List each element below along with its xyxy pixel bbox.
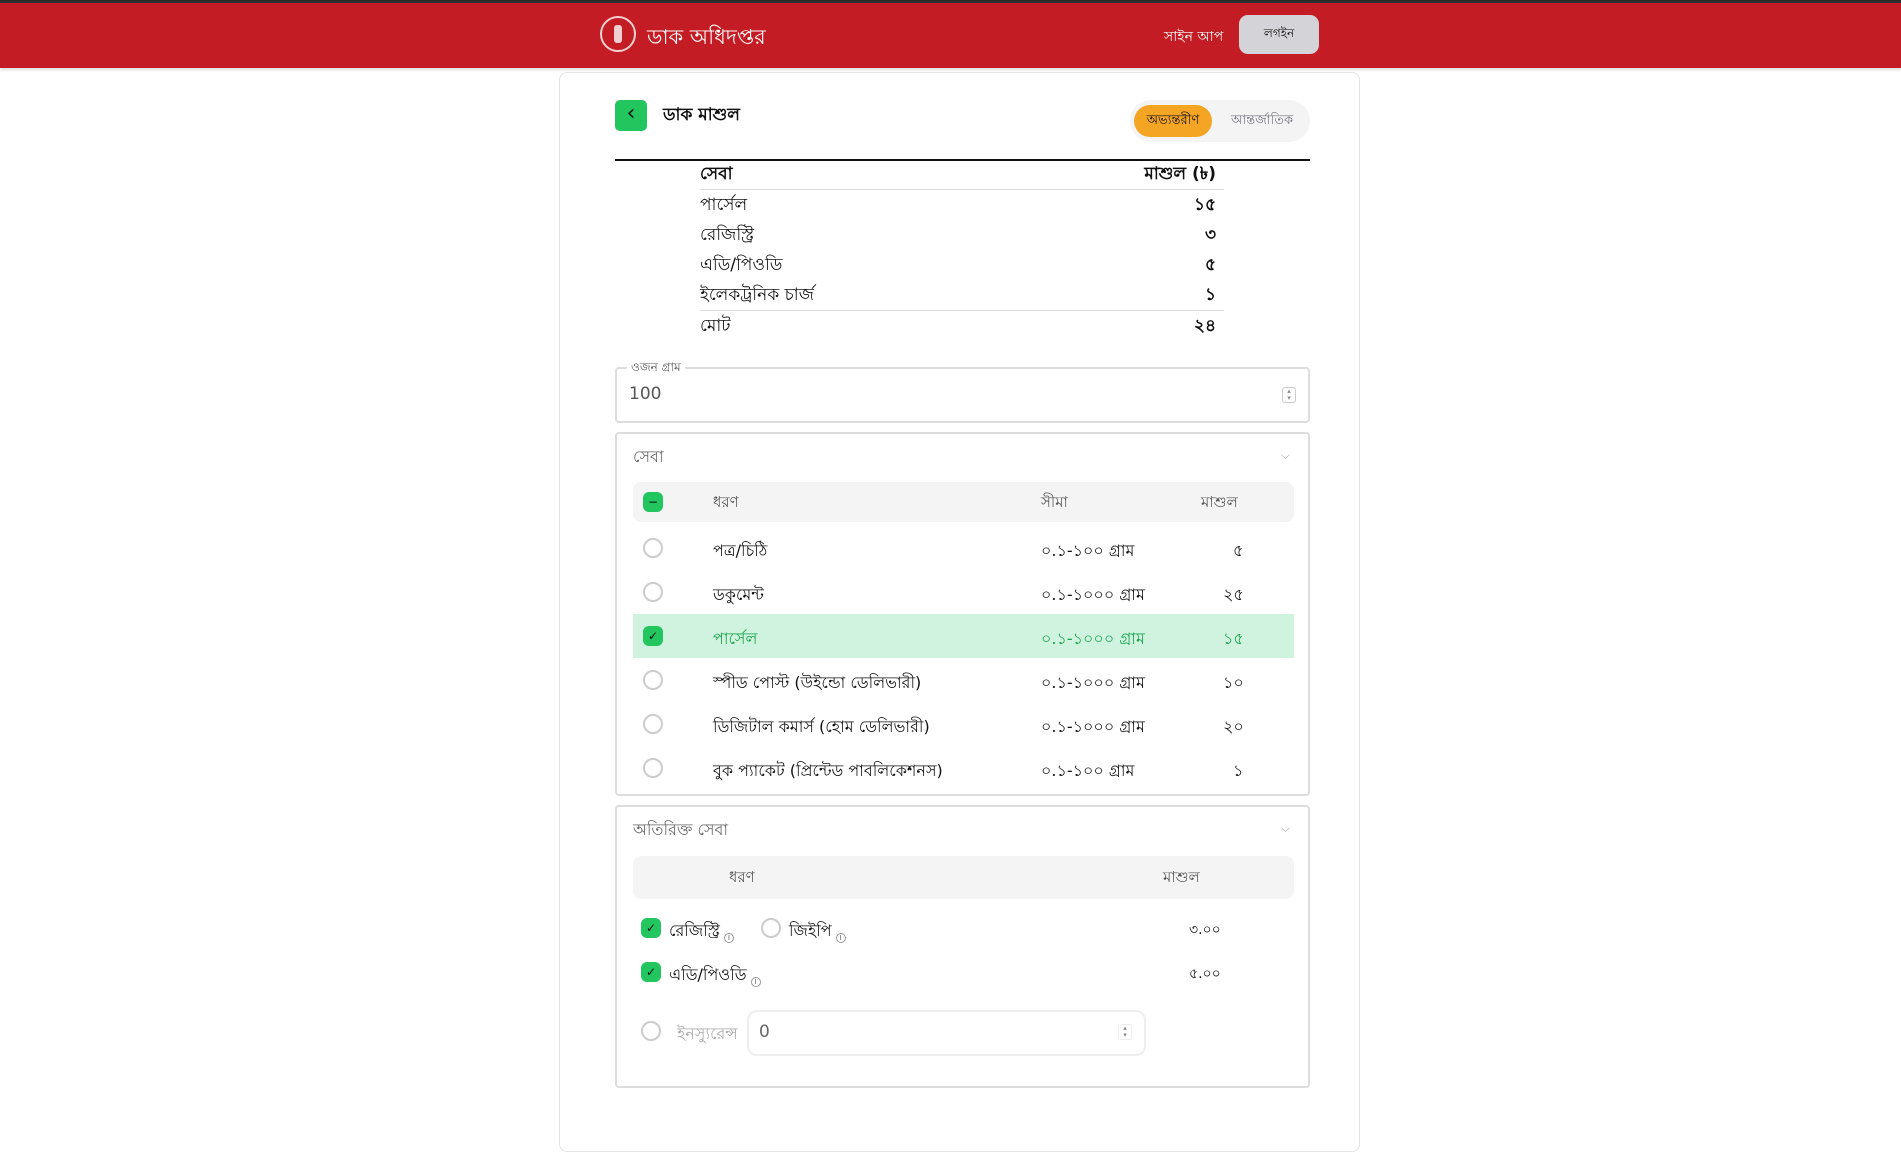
service-fee: ৫ (1233, 541, 1244, 560)
weight-label: ওজন গ্রাম (627, 359, 685, 379)
info-icon[interactable]: i (835, 933, 846, 943)
select-all-checkbox[interactable]: − (643, 492, 663, 512)
service-type: স্পীড পোস্ট (উইন্ডো ডেলিভারী) (713, 673, 922, 692)
services-table-header: − ধরণ সীমা মাশুল (633, 482, 1294, 522)
gep-checkbox[interactable] (761, 918, 781, 938)
check-icon[interactable]: ✓ (643, 626, 663, 646)
service-fee: ১ (1233, 761, 1244, 780)
chevron-left-icon: ‹ (626, 101, 636, 126)
service-row[interactable]: বুক প্যাকেট (প্রিন্টেড পাবলিকেশনস) ০.১-১০… (633, 746, 1294, 790)
registry-label: রেজিস্ট্রি i (669, 918, 734, 945)
adpod-label: এডি/পিওডি i (669, 962, 761, 989)
services-panel: সেবা ⌵ − ধরণ সীমা মাশুল পত্র/চিঠি ০.১-১০০… (615, 432, 1310, 796)
summary-label: রেজিস্ট্রি (700, 225, 755, 245)
top-border (0, 0, 1901, 3)
extra-title[interactable]: অতিরিক্ত সেবা (633, 820, 729, 839)
service-type: বুক প্যাকেট (প্রিন্টেড পাবলিকেশনস) (713, 761, 943, 780)
service-row[interactable]: ডিজিটাল কমার্স (হোম ডেলিভারী) ০.১-১০০০ গ্… (633, 702, 1294, 746)
service-type: ডকুমেন্ট (713, 585, 764, 604)
divider (615, 159, 1310, 161)
col-limit: সীমা (1041, 493, 1068, 511)
summary-label: ইলেকট্রনিক চার্জ (700, 284, 814, 305)
summary-row: রেজিস্ট্রি ৩ (700, 221, 1224, 251)
weight-input[interactable] (629, 384, 1229, 404)
summary-value: ৩ (1204, 225, 1216, 245)
gep-label: জিইপি i (789, 918, 846, 945)
service-type: পত্র/চিঠি (713, 541, 768, 560)
service-row-selected[interactable]: ✓ পার্সেল ০.১-১০০০ গ্রাম ১৫ (633, 614, 1294, 658)
service-fee: ১৫ (1223, 629, 1244, 648)
summary-row: ইলেকট্রনিক চার্জ ১ (700, 281, 1224, 311)
service-fee: ২৫ (1223, 585, 1244, 604)
summary-value: ১ (1204, 284, 1216, 305)
col-service: সেবা (700, 163, 733, 184)
row-checkbox[interactable] (643, 714, 663, 734)
stepper-icon[interactable]: ▴ ▾ (1282, 387, 1296, 403)
signup-link[interactable]: সাইন আপ (1164, 29, 1224, 45)
chevron-down-icon[interactable]: ⌵ (1280, 448, 1290, 462)
service-limit: ০.১-১০০০ গ্রাম (1041, 629, 1145, 648)
service-limit: ০.১-১০০ গ্রাম (1041, 761, 1135, 780)
col-fee: মাশুল (৳) (1144, 163, 1216, 184)
summary-label: এডি/পিওডি (700, 255, 783, 275)
stepper-icon[interactable]: ▴ ▾ (1118, 1024, 1132, 1040)
postage-card (559, 72, 1360, 1152)
service-limit: ০.১-১০০০ গ্রাম (1041, 717, 1145, 736)
col-fee: মাশুল (1201, 493, 1238, 511)
service-type: ডিজিটাল কমার্স (হোম ডেলিভারী) (713, 717, 930, 736)
adpod-checkbox[interactable]: ✓ (641, 962, 661, 982)
login-button[interactable]: লগইন (1239, 15, 1319, 54)
adpod-fee: ৫.০০ (1189, 966, 1221, 982)
insurance-checkbox[interactable] (641, 1021, 661, 1041)
service-limit: ০.১-১০০০ গ্রাম (1041, 585, 1145, 604)
col-type: ধরণ (713, 493, 739, 511)
summary-label: পার্সেল (700, 195, 748, 215)
summary-value: ৫ (1204, 255, 1216, 275)
summary-row: এডি/পিওডি ৫ (700, 251, 1224, 281)
adpod-row: ✓ এডি/পিওডি i ৫.০০ (617, 950, 1278, 994)
insurance-label: ইনস্যুরেন্স (677, 1024, 738, 1043)
service-fee: ২০ (1223, 717, 1244, 736)
tab-domestic[interactable]: অভ্যন্তরীণ (1134, 105, 1212, 137)
registry-checkbox[interactable]: ✓ (641, 918, 661, 938)
row-checkbox[interactable] (643, 538, 663, 558)
service-type: পার্সেল (713, 629, 758, 648)
service-fee: ১০ (1223, 673, 1244, 692)
summary-row: পার্সেল ১৫ (700, 191, 1224, 221)
summary-value: ১৫ (1193, 195, 1216, 215)
service-row[interactable]: স্পীড পোস্ট (উইন্ডো ডেলিভারী) ০.১-১০০০ গ্… (633, 658, 1294, 702)
region-toggle: অভ্যন্তরীণ আন্তর্জাতিক (1130, 100, 1310, 142)
info-icon[interactable]: i (750, 977, 761, 987)
total-label: মোট (700, 316, 731, 336)
insurance-input[interactable] (759, 1022, 1059, 1042)
summary-total: মোট ২৪ (700, 312, 1224, 342)
site-header: ডাক অধিদপ্তর সাইন আপ লগইন (0, 3, 1901, 68)
service-row[interactable]: পত্র/চিঠি ০.১-১০০ গ্রাম ৫ (633, 526, 1294, 570)
chevron-down-icon[interactable]: ⌵ (1280, 821, 1290, 835)
service-limit: ০.১-১০০ গ্রাম (1041, 541, 1135, 560)
registry-row: ✓ রেজিস্ট্রি i জিইপি i ৩.০০ (617, 906, 1278, 950)
services-title[interactable]: সেবা (633, 447, 664, 466)
row-checkbox[interactable] (643, 582, 663, 602)
row-checkbox[interactable] (643, 758, 663, 778)
service-row[interactable]: ডকুমেন্ট ০.১-১০০০ গ্রাম ২৫ (633, 570, 1294, 614)
brand-title[interactable]: ডাক অধিদপ্তর (647, 25, 766, 49)
extra-table-header: ধরণ মাশুল (633, 856, 1294, 899)
summary-header: সেবা মাশুল (৳) (700, 160, 1224, 190)
back-button[interactable]: ‹ (615, 100, 647, 131)
insurance-field: ▴▾ (747, 1010, 1146, 1056)
post-logo-icon[interactable] (600, 16, 636, 52)
total-value: ২৪ (1193, 316, 1216, 336)
service-limit: ০.১-১০০০ গ্রাম (1041, 673, 1145, 692)
col-fee: মাশুল (1163, 868, 1200, 886)
tab-international[interactable]: আন্তর্জাতিক (1230, 113, 1294, 128)
registry-fee: ৩.০০ (1189, 922, 1221, 938)
info-icon[interactable]: i (723, 933, 734, 943)
page-title: ডাক মাশুল (663, 105, 740, 125)
extra-services-panel: অতিরিক্ত সেবা ⌵ ধরণ মাশুল ✓ রেজিস্ট্রি i … (615, 805, 1310, 1088)
row-checkbox[interactable] (643, 670, 663, 690)
weight-field: ওজন গ্রাম ▴▾ (615, 359, 1310, 423)
col-type: ধরণ (729, 868, 755, 886)
